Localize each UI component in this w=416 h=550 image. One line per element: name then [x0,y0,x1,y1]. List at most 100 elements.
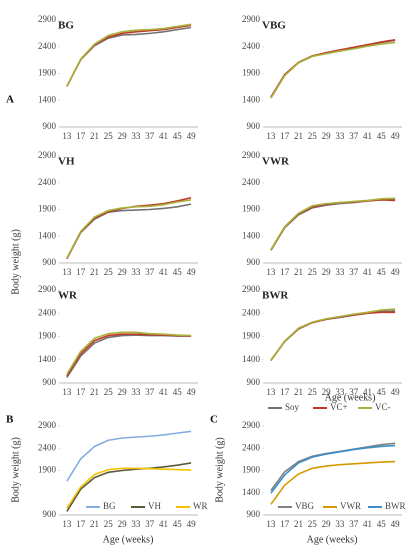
x-tick-label: 29 [118,387,128,397]
y-tick-label: 2400 [242,41,261,51]
x-tick-label: 45 [173,387,183,397]
x-tick-label: 17 [280,267,290,277]
x-tick-label: 41 [363,131,372,141]
chart-title: BG [58,20,74,32]
series-line [270,39,396,98]
series-line [66,26,192,87]
x-tick-label: 25 [308,131,318,141]
y-tick-label: 1400 [38,354,57,364]
y-tick-label: 900 [43,257,57,267]
x-tick-label: 25 [104,387,114,397]
x-tick-label: 49 [391,131,401,141]
x-tick-label: 41 [159,267,168,277]
x-tick-label: 49 [391,387,401,397]
x-tick-label: 33 [335,131,345,141]
x-tick-label: 37 [145,131,155,141]
y-tick-label: 900 [43,121,57,131]
x-tick-label: 21 [294,387,303,397]
series-line [66,462,192,512]
y-tick-label: 1400 [242,354,261,364]
x-tick-label: 41 [363,519,372,529]
series-line [270,460,396,505]
x-tick-label: 45 [173,519,183,529]
y-tick-label: 900 [247,257,261,267]
series-line [66,23,192,87]
y-tick-label: 1900 [242,331,261,341]
y-axis-label: Body weight (g) [10,229,21,295]
x-tick-label: 29 [118,519,128,529]
y-axis-label: Body weight (g) [10,437,21,503]
x-tick-label: 41 [159,519,168,529]
y-tick-label: 1400 [242,94,261,104]
y-tick-label: 2900 [38,14,57,24]
x-tick-label: 41 [363,267,372,277]
y-tick-label: 2400 [38,442,57,452]
x-tick-label: 21 [294,267,303,277]
series-line [270,198,396,251]
y-tick-label: 1900 [38,204,57,214]
y-tick-label: 2400 [242,177,261,187]
series-line [270,442,396,492]
x-tick-label: 21 [90,387,99,397]
x-tick-label: 13 [62,131,72,141]
series-line [270,197,396,251]
x-tick-label: 21 [90,519,99,529]
x-tick-label: 13 [266,131,276,141]
y-tick-label: 2900 [242,420,261,430]
y-axis-label: Body weight (g) [214,437,225,503]
x-tick-label: 41 [159,131,168,141]
x-tick-label: 17 [280,131,290,141]
series-line [66,467,192,509]
x-tick-label: 13 [62,519,72,529]
x-tick-label: 41 [363,387,372,397]
series-line [270,444,396,494]
legend-label: Soy [285,402,300,412]
x-tick-label: 49 [391,267,401,277]
y-tick-label: 2400 [38,307,57,317]
x-tick-label: 17 [76,267,86,277]
y-tick-label: 2400 [242,307,261,317]
x-tick-label: 29 [322,387,332,397]
legend-label: VC- [375,402,391,412]
y-tick-label: 1900 [38,465,57,475]
x-tick-label: 13 [62,387,72,397]
x-tick-label: 45 [377,519,387,529]
series-line [270,39,396,98]
chart-title: VBG [262,20,286,32]
x-tick-label: 13 [62,267,72,277]
series-line [270,41,396,99]
x-tick-label: 37 [349,387,359,397]
x-tick-label: 37 [145,267,155,277]
y-tick-label: 900 [247,377,261,387]
panel-label: A [6,94,14,106]
chart-title: WR [58,290,78,302]
legend-label: VBG [295,501,315,511]
legend-label: WR [193,501,208,511]
x-tick-label: 29 [118,131,128,141]
y-tick-label: 900 [247,509,261,519]
x-axis-label: Age (weeks) [103,534,154,545]
y-tick-label: 2400 [38,177,57,187]
y-tick-label: 900 [247,121,261,131]
x-tick-label: 45 [377,387,387,397]
x-tick-label: 25 [308,267,318,277]
x-tick-label: 21 [90,267,99,277]
x-tick-label: 21 [294,131,303,141]
x-tick-label: 29 [118,267,128,277]
series-line [66,331,192,375]
x-tick-label: 49 [391,519,401,529]
x-tick-label: 17 [280,519,290,529]
legend-label: VC+ [330,402,348,412]
y-tick-label: 2900 [38,284,57,294]
x-tick-label: 45 [377,131,387,141]
x-tick-label: 41 [159,387,168,397]
x-tick-label: 25 [104,131,114,141]
x-tick-label: 29 [322,131,332,141]
x-tick-label: 49 [187,519,197,529]
x-tick-label: 45 [377,267,387,277]
x-tick-label: 13 [266,519,276,529]
x-tick-label: 33 [131,131,141,141]
x-tick-label: 13 [266,387,276,397]
x-tick-label: 37 [349,267,359,277]
